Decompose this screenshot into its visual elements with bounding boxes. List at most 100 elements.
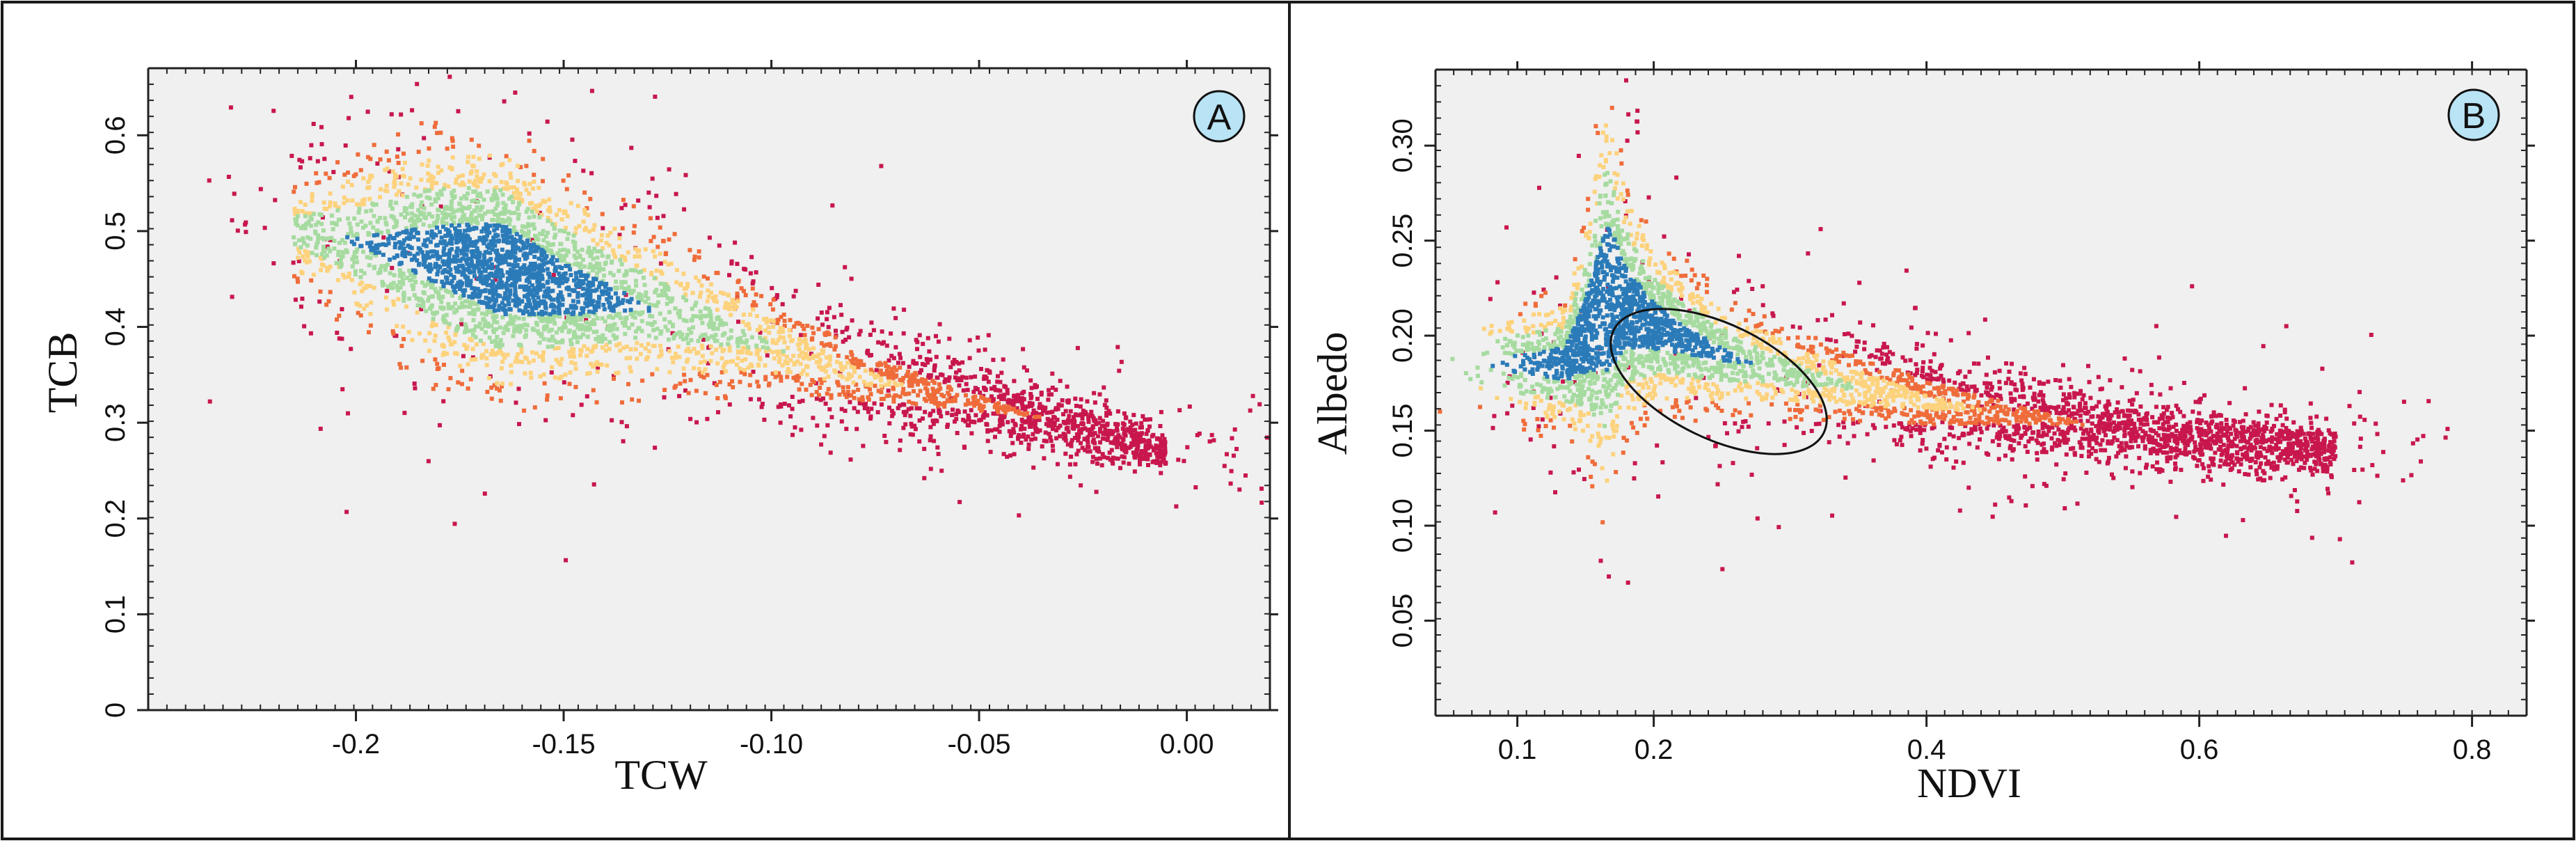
panel-a-density-point — [1002, 393, 1007, 398]
panel-a-density-point — [678, 335, 683, 340]
panel-a-density-point — [435, 272, 440, 276]
panel-a-density-point — [578, 327, 582, 331]
panel-a-density-point — [1047, 388, 1051, 393]
panel-a-density-point — [563, 226, 568, 230]
panel-a-density-point — [763, 375, 768, 379]
panel-a-density-point — [770, 340, 775, 345]
panel-a-density-point — [556, 345, 561, 350]
panel-a-density-point — [533, 300, 538, 305]
panel-a-density-point — [442, 214, 447, 219]
panel-a-density-point — [556, 299, 561, 304]
panel-a-density-point — [887, 379, 892, 384]
panel-a-density-point — [757, 347, 761, 352]
panel-a-density-point — [754, 352, 759, 356]
panel-a-density-point — [564, 187, 569, 191]
panel-a-density-point — [978, 390, 983, 395]
panel-a-density-point — [531, 294, 536, 299]
panel-a-density-point — [978, 406, 982, 411]
panel-a-density-point — [613, 285, 618, 290]
panel-a-density-point — [531, 358, 536, 363]
panel-a-density-point — [1222, 464, 1227, 469]
panel-a-density-point — [326, 246, 331, 251]
panel-a-density-point — [656, 293, 661, 298]
panel-a-density-point — [578, 262, 583, 267]
panel-a-density-point — [708, 317, 713, 322]
panel-a-density-point — [661, 214, 666, 219]
panel-a-density-point — [1237, 487, 1242, 492]
panel-a-density-point — [801, 356, 806, 361]
panel-a-density-point — [412, 253, 417, 258]
panel-a-density-point — [1050, 371, 1055, 376]
panel-a-density-point — [383, 267, 388, 272]
panel-a-density-point — [591, 482, 596, 487]
panel-a-density-point — [1127, 446, 1131, 450]
panel-a-density-point — [397, 280, 402, 285]
panel-a-density-point — [566, 315, 571, 320]
panel-a-density-point — [404, 304, 408, 309]
panel-a-density-point — [939, 393, 944, 398]
panel-a-density-point — [457, 232, 462, 237]
panel-a-density-point — [454, 327, 459, 331]
panel-a-density-point — [742, 267, 747, 272]
panel-a-density-point — [903, 422, 908, 427]
panel-a-density-point — [1037, 402, 1042, 407]
panel-a-density-point — [848, 400, 852, 404]
panel-a-density-point — [557, 314, 562, 319]
panel-a-density-point — [422, 242, 427, 247]
panel-a-density-point — [719, 342, 724, 347]
panel-a-density-point — [653, 336, 658, 340]
panel-a-density-point — [907, 384, 912, 388]
panel-a-density-point — [723, 394, 727, 399]
panel-a-density-point — [508, 292, 513, 297]
panel-a-density-point — [315, 180, 319, 185]
panel-a-density-point — [404, 365, 409, 370]
panel-a-density-point — [431, 233, 436, 237]
panel-a-density-point — [522, 242, 527, 247]
panel-a-density-point — [792, 361, 797, 366]
panel-a-density-point — [422, 189, 427, 194]
panel-a-density-point — [501, 331, 506, 336]
panel-a-density-point — [369, 208, 374, 213]
panel-a-density-point — [446, 184, 451, 189]
panel-b-density-point — [1924, 446, 1929, 451]
panel-a-density-point — [427, 223, 432, 228]
panel-a-density-point — [621, 198, 626, 203]
panel-a-density-point — [1042, 456, 1047, 461]
panel-a-density-point — [856, 359, 861, 363]
panel-a-density-point — [468, 264, 472, 269]
panel-a-density-point — [906, 407, 911, 411]
panel-a-density-point — [711, 327, 716, 331]
panel-b-density-point — [2116, 414, 2121, 419]
panel-a-density-point — [705, 299, 710, 304]
panel-a-density-point — [684, 336, 689, 341]
panel-a-density-point — [585, 334, 590, 339]
panel-a-density-point — [658, 225, 662, 230]
panel-a-density-point — [404, 236, 409, 241]
panel-a-density-point — [298, 165, 303, 170]
panel-a-density-point — [912, 376, 916, 381]
panel-a-density-point — [815, 354, 820, 359]
panel-a-density-point — [477, 253, 482, 258]
panel-a-density-point — [1159, 439, 1163, 444]
panel-a-density-point — [991, 357, 996, 362]
panel-a-density-point — [1143, 417, 1147, 422]
panel-a-density-point — [985, 368, 989, 372]
panel-a-density-point — [1115, 428, 1120, 433]
panel-a-density-point — [658, 281, 663, 286]
panel-a-density-point — [891, 385, 896, 390]
panel-a-density-point — [523, 322, 527, 327]
panel-a-density-point — [662, 285, 667, 290]
panel-a-density-point — [441, 399, 446, 404]
panel-a-density-point — [658, 251, 662, 256]
panel-a-density-point — [508, 256, 513, 260]
panel-a-density-point — [819, 311, 824, 315]
panel-a-plot-area — [148, 68, 1270, 710]
panel-a-density-point — [477, 177, 482, 181]
panel-a-density-point — [577, 223, 582, 228]
panel-a-density-point — [703, 332, 708, 337]
panel-a-density-point — [822, 343, 827, 348]
panel-a-density-point — [685, 357, 690, 362]
panel-a-density-point — [447, 254, 452, 259]
panel-a-density-point — [444, 205, 449, 210]
panel-a-density-point — [684, 348, 689, 353]
